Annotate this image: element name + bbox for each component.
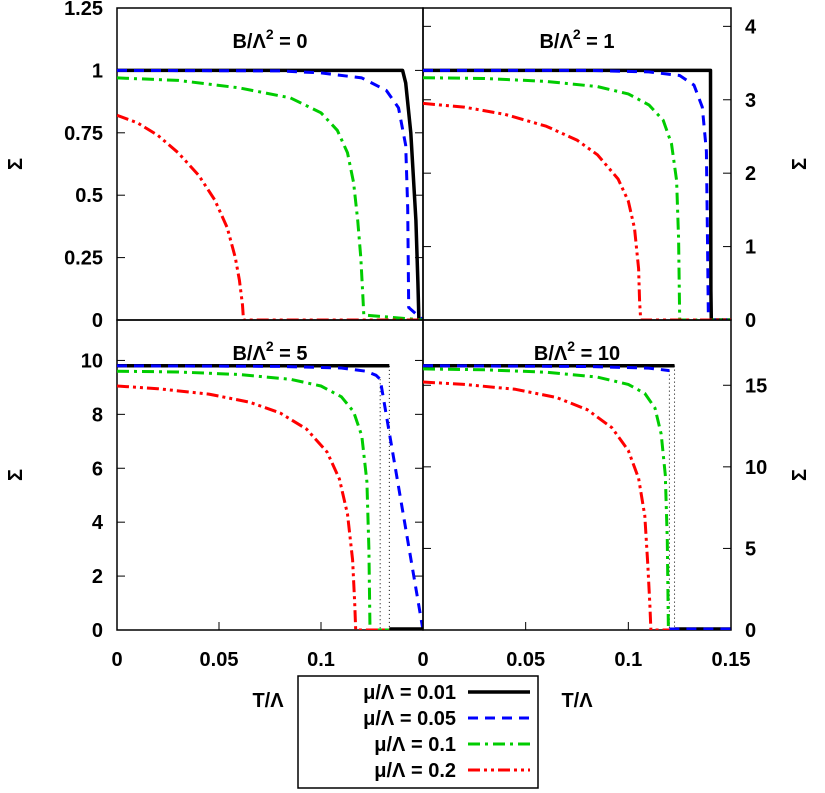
series-line-0-2 xyxy=(117,384,423,630)
legend-label: μ/Λ = 0.2 xyxy=(374,760,456,782)
panel-frame xyxy=(422,319,732,631)
x-axis-label-right: T/Λ xyxy=(561,690,593,712)
panel-3: 0 2 4 6 8 10 0 0.05 0.1 Σ B/Λ2 = 5 xyxy=(5,319,424,671)
y-tick-label: 2 xyxy=(745,163,756,185)
x-tick-label: 0.05 xyxy=(506,649,545,671)
y-tick-label: 4 xyxy=(92,512,104,534)
y-tick-label: 0 xyxy=(92,620,103,642)
series-line-0-05 xyxy=(117,68,423,320)
series-line-0-1 xyxy=(423,367,731,630)
series-line-0-05 xyxy=(423,364,670,373)
y-tick: 0.75 xyxy=(64,123,423,145)
panel-4: 0 5 10 15 0 0.05 0.1 0.15 Σ B/Λ2 = 10 xyxy=(417,319,811,671)
y-tick: 1.25 xyxy=(64,0,423,20)
series-group xyxy=(117,68,423,320)
y-tick: 4 xyxy=(423,16,757,38)
y-tick-label: 1 xyxy=(92,60,103,82)
y-tick-label: 1 xyxy=(745,237,756,259)
y-tick: 0 xyxy=(423,620,756,642)
y-tick: 5 xyxy=(423,538,756,560)
y-tick-label: 3 xyxy=(745,90,756,112)
y-tick-label: 0.75 xyxy=(64,123,103,145)
y-tick: 15 xyxy=(423,375,767,397)
series-line-0-2 xyxy=(423,380,731,630)
panel-title: B/Λ2 = 10 xyxy=(534,338,620,365)
x-tick: 0.1 xyxy=(307,622,335,671)
y-tick: 4 xyxy=(92,512,423,534)
legend-entry: μ/Λ = 0.1 xyxy=(374,734,530,756)
series-group xyxy=(423,68,731,320)
legend-label: μ/Λ = 0.1 xyxy=(374,734,456,756)
y-tick: 1 xyxy=(423,237,756,259)
x-tick-label: 0 xyxy=(111,649,122,671)
legend: μ/Λ = 0.01 μ/Λ = 0.05 μ/Λ = 0.1 μ/Λ = 0.2 xyxy=(297,675,539,789)
x-tick: 0.05 xyxy=(506,622,545,671)
series-group xyxy=(117,364,423,630)
y-tick: 6 xyxy=(92,458,423,480)
y-axis-label: Σ xyxy=(5,158,27,170)
y-tick-label: 0 xyxy=(745,310,756,332)
y-tick-label: 10 xyxy=(745,457,767,479)
y-tick: 2 xyxy=(92,566,423,588)
y-tick-label: 0 xyxy=(745,620,756,642)
panel-1: 0 0.25 0.5 0.75 1 1.25 Σ B/Λ2 = 0 xyxy=(5,0,424,332)
y-tick: 0 xyxy=(92,310,423,332)
x-tick-label: 0.05 xyxy=(200,649,239,671)
x-tick-label: 0.1 xyxy=(307,649,335,671)
y-tick: 10 xyxy=(423,457,767,479)
y-tick: 2 xyxy=(423,163,756,185)
panel-frame xyxy=(116,7,424,321)
series-line-0-05 xyxy=(117,364,423,630)
y-axis-label: Σ xyxy=(789,158,811,170)
y-tick-label: 4 xyxy=(745,16,757,38)
series-group xyxy=(423,363,731,630)
y-tick-label: 15 xyxy=(745,375,767,397)
y-tick-label: 0.5 xyxy=(75,185,103,207)
y-tick-label: 0 xyxy=(92,310,103,332)
x-tick-label: 0 xyxy=(417,649,428,671)
y-tick: 10 xyxy=(81,350,423,372)
y-tick: 0.5 xyxy=(75,185,423,207)
panel-frame xyxy=(422,7,732,321)
series-line-0-01 xyxy=(117,68,423,320)
x-tick: 0 xyxy=(111,622,123,671)
panel-title: B/Λ2 = 5 xyxy=(232,338,307,365)
legend-entry: μ/Λ = 0.01 xyxy=(363,682,530,704)
panels-layer: 0 0.25 0.5 0.75 1 1.25 Σ B/Λ2 = 0 0 1 2 3 4 Σ B/Λ2 = 1… xyxy=(5,0,811,671)
y-tick: 0 xyxy=(423,310,756,332)
panel-title: B/Λ2 = 0 xyxy=(232,26,307,53)
y-tick-label: 2 xyxy=(92,566,103,588)
panel-2: 0 1 2 3 4 Σ B/Λ2 = 1 xyxy=(422,7,811,332)
series-line-0-1 xyxy=(423,76,731,320)
x-tick: 0.05 xyxy=(200,622,239,671)
y-tick-label: 6 xyxy=(92,458,103,480)
legend-entry: μ/Λ = 0.2 xyxy=(374,760,530,782)
series-line-0-05 xyxy=(423,68,731,320)
y-tick: 8 xyxy=(92,404,423,426)
y-axis-label: Σ xyxy=(5,469,27,481)
y-tick-label: 8 xyxy=(92,404,103,426)
y-tick-label: 10 xyxy=(81,350,103,372)
x-tick: 0 xyxy=(417,622,429,671)
y-tick-label: 1.25 xyxy=(64,0,103,20)
y-axis-label: Σ xyxy=(789,469,811,481)
y-tick: 3 xyxy=(423,90,756,112)
x-axis-label-left: T/Λ xyxy=(252,690,284,712)
legend-label: μ/Λ = 0.05 xyxy=(363,708,456,730)
y-tick-label: 0.25 xyxy=(64,248,103,270)
y-tick: 0.25 xyxy=(64,248,423,270)
series-line-0-2 xyxy=(423,101,731,320)
x-tick: 0.1 xyxy=(614,622,642,671)
y-tick-label: 5 xyxy=(745,538,756,560)
series-line-0-1 xyxy=(117,76,423,320)
x-tick-label: 0.1 xyxy=(614,649,642,671)
y-tick: 0 xyxy=(92,620,423,642)
legend-entry: μ/Λ = 0.05 xyxy=(363,708,530,730)
panel-title: B/Λ2 = 1 xyxy=(539,26,614,53)
x-tick-label: 0.15 xyxy=(712,649,751,671)
series-line-0-2 xyxy=(117,113,423,320)
legend-label: μ/Λ = 0.01 xyxy=(363,682,456,704)
